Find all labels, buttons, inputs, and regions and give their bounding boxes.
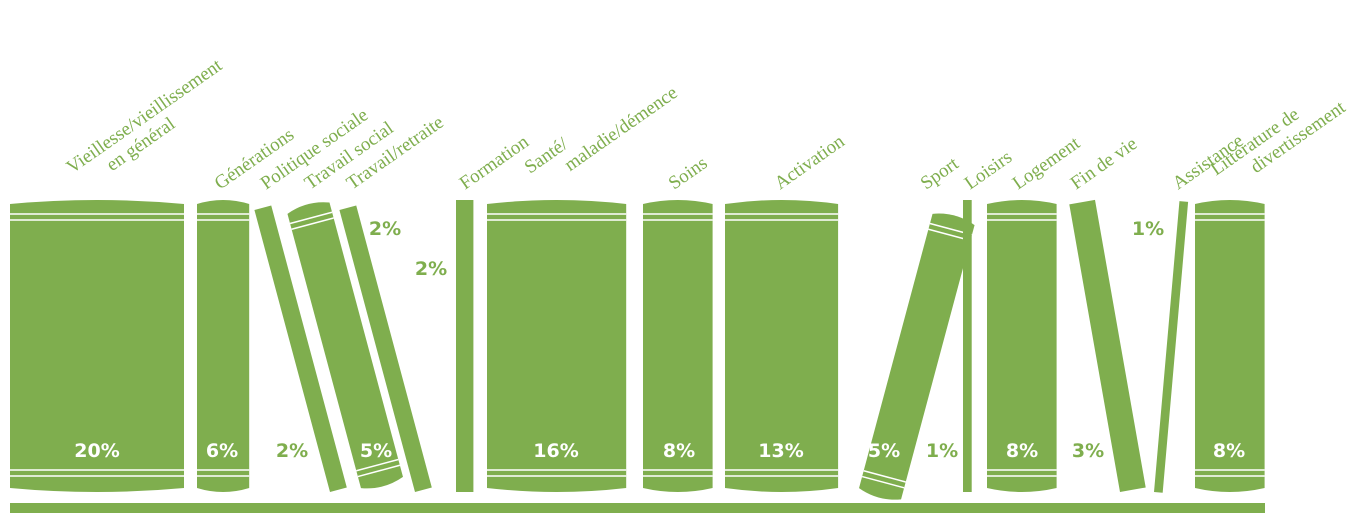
book xyxy=(254,205,347,492)
value-label: 13% xyxy=(758,440,803,462)
book-body xyxy=(1069,199,1146,492)
book-band xyxy=(291,217,334,230)
category-label: Santé/maladie/démence xyxy=(521,65,682,195)
value-label: 3% xyxy=(1072,440,1104,462)
book xyxy=(339,205,432,492)
category-line: Vieillesse/vieillissement xyxy=(63,55,227,178)
book-body xyxy=(963,200,972,492)
book xyxy=(987,200,1057,492)
book-body xyxy=(987,200,1057,492)
book xyxy=(10,200,184,492)
book-body xyxy=(456,200,474,492)
book xyxy=(1069,199,1146,492)
value-label: 2% xyxy=(276,440,308,462)
book-body xyxy=(197,200,250,492)
book-body xyxy=(287,202,403,489)
category-label: Sport xyxy=(917,153,963,194)
book-body xyxy=(643,200,713,492)
value-label: 8% xyxy=(1006,440,1038,462)
category-label: Loisirs xyxy=(961,147,1016,194)
book-band xyxy=(357,464,401,478)
value-label: 5% xyxy=(868,440,900,462)
book xyxy=(1195,200,1265,492)
book-body xyxy=(487,200,627,492)
value-label: 2% xyxy=(415,258,447,280)
book xyxy=(643,200,713,492)
category-label: Vieillesse/vieillissementen général xyxy=(63,55,239,196)
value-label: 2% xyxy=(369,218,401,240)
book-body xyxy=(10,200,184,492)
book xyxy=(963,200,972,492)
book-band xyxy=(863,470,906,483)
category-label: Activation xyxy=(771,131,849,194)
book xyxy=(456,200,474,492)
book-body xyxy=(859,213,975,500)
book xyxy=(725,200,839,492)
book-body xyxy=(725,200,839,492)
book-body xyxy=(1154,201,1189,493)
book xyxy=(1154,201,1189,493)
book-band xyxy=(356,458,399,472)
value-label: 20% xyxy=(74,440,119,462)
book-band xyxy=(289,211,333,225)
value-label: 8% xyxy=(1213,440,1245,462)
shelf xyxy=(10,503,1265,513)
book xyxy=(487,200,627,492)
book-band xyxy=(861,475,905,489)
value-label: 5% xyxy=(360,440,392,462)
book-body xyxy=(1195,200,1265,492)
book-body xyxy=(254,205,347,492)
book-body xyxy=(339,205,432,492)
book xyxy=(197,200,250,492)
category-line: maladie/démence xyxy=(561,82,682,175)
value-label: 8% xyxy=(663,440,695,462)
book xyxy=(859,213,975,500)
value-label: 16% xyxy=(533,440,578,462)
book xyxy=(287,202,403,489)
value-label: 6% xyxy=(206,440,238,462)
value-label: 1% xyxy=(926,440,958,462)
value-label: 1% xyxy=(1132,218,1164,240)
category-label: Soins xyxy=(665,153,712,194)
